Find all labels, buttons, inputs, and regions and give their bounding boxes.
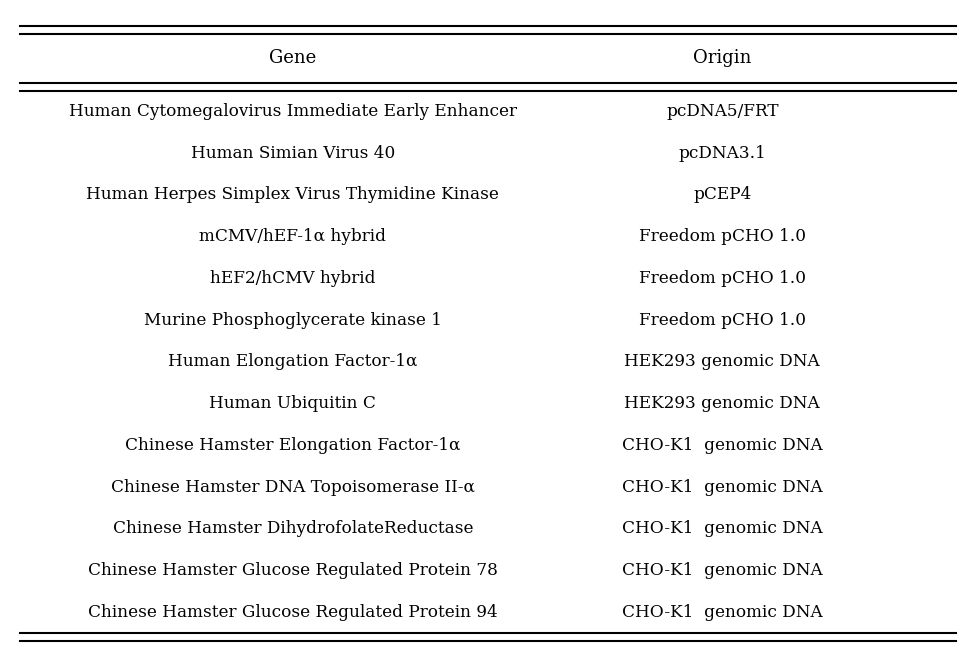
Text: CHO-K1  genomic DNA: CHO-K1 genomic DNA <box>622 479 823 496</box>
Text: CHO-K1  genomic DNA: CHO-K1 genomic DNA <box>622 604 823 621</box>
Text: Freedom pCHO 1.0: Freedom pCHO 1.0 <box>638 270 806 287</box>
Text: Chinese Hamster DihydrofolateReductase: Chinese Hamster DihydrofolateReductase <box>112 520 473 537</box>
Text: Chinese Hamster Glucose Regulated Protein 94: Chinese Hamster Glucose Regulated Protei… <box>88 604 498 621</box>
Text: mCMV/hEF-1α hybrid: mCMV/hEF-1α hybrid <box>199 228 386 245</box>
Text: CHO-K1  genomic DNA: CHO-K1 genomic DNA <box>622 520 823 537</box>
Text: pCEP4: pCEP4 <box>693 186 752 204</box>
Text: Freedom pCHO 1.0: Freedom pCHO 1.0 <box>638 311 806 329</box>
Text: Human Cytomegalovirus Immediate Early Enhancer: Human Cytomegalovirus Immediate Early En… <box>68 103 517 120</box>
Text: Human Herpes Simplex Virus Thymidine Kinase: Human Herpes Simplex Virus Thymidine Kin… <box>86 186 500 204</box>
Text: Human Simian Virus 40: Human Simian Virus 40 <box>190 145 395 162</box>
Text: Murine Phosphoglycerate kinase 1: Murine Phosphoglycerate kinase 1 <box>143 311 442 329</box>
Text: Gene: Gene <box>269 50 316 67</box>
Text: Freedom pCHO 1.0: Freedom pCHO 1.0 <box>638 228 806 245</box>
Text: Chinese Hamster Glucose Regulated Protein 78: Chinese Hamster Glucose Regulated Protei… <box>88 562 498 579</box>
Text: pcDNA3.1: pcDNA3.1 <box>678 145 766 162</box>
Text: Origin: Origin <box>693 50 752 67</box>
Text: Chinese Hamster DNA Topoisomerase II-α: Chinese Hamster DNA Topoisomerase II-α <box>111 479 474 496</box>
Text: CHO-K1  genomic DNA: CHO-K1 genomic DNA <box>622 437 823 454</box>
Text: Human Ubiquitin C: Human Ubiquitin C <box>210 395 376 412</box>
Text: hEF2/hCMV hybrid: hEF2/hCMV hybrid <box>210 270 376 287</box>
Text: HEK293 genomic DNA: HEK293 genomic DNA <box>625 354 820 370</box>
Text: CHO-K1  genomic DNA: CHO-K1 genomic DNA <box>622 562 823 579</box>
Text: HEK293 genomic DNA: HEK293 genomic DNA <box>625 395 820 412</box>
Text: Chinese Hamster Elongation Factor-1α: Chinese Hamster Elongation Factor-1α <box>125 437 461 454</box>
Text: Human Elongation Factor-1α: Human Elongation Factor-1α <box>168 354 418 370</box>
Text: pcDNA5/FRT: pcDNA5/FRT <box>666 103 779 120</box>
